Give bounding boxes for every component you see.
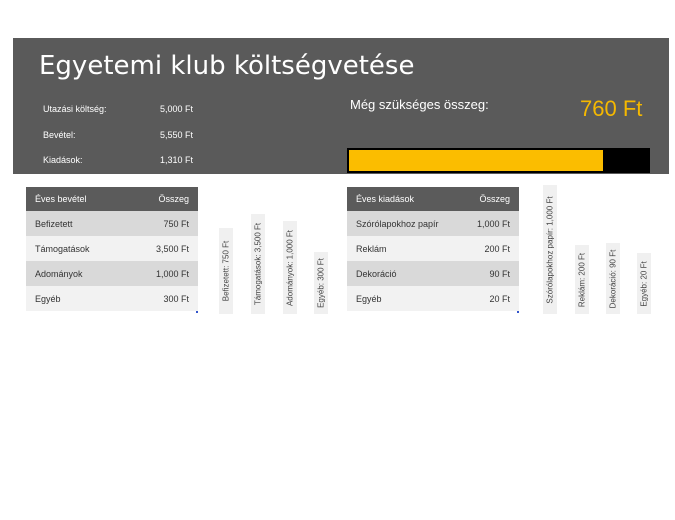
income-label-donations: Adományok: 1,000 Ft bbox=[283, 221, 297, 314]
expenses-value: 1,310 Ft bbox=[160, 155, 194, 165]
row-name: Szórólapokhoz papír bbox=[356, 218, 439, 229]
row-name: Reklám bbox=[356, 243, 387, 254]
income-label-paid: Befizetett: 750 Ft bbox=[219, 228, 233, 314]
table-row[interactable]: Támogatások 3,500 Ft bbox=[26, 236, 198, 261]
row-amount: 1,000 Ft bbox=[155, 268, 189, 279]
income-label-grants: Támogatások: 3,500 Ft bbox=[251, 214, 265, 314]
table-resize-handle[interactable] bbox=[517, 311, 519, 313]
expense-label-advertising: Reklám: 200 Ft bbox=[575, 245, 589, 314]
row-amount: 20 Ft bbox=[489, 293, 510, 304]
row-amount: 300 Ft bbox=[163, 293, 189, 304]
income-value: 5,550 Ft bbox=[160, 130, 194, 140]
expense-table-header: Éves kiadások Összeg bbox=[347, 187, 519, 211]
row-name: Támogatások bbox=[35, 243, 90, 254]
progress-bar bbox=[347, 148, 650, 173]
income-label-other: Egyéb: 300 Ft bbox=[314, 252, 328, 314]
row-name: Egyéb bbox=[356, 293, 382, 304]
progress-bar-fill bbox=[349, 150, 603, 171]
table-row[interactable]: Reklám 200 Ft bbox=[347, 236, 519, 261]
expense-table: Éves kiadások Összeg Szórólapokhoz papír… bbox=[347, 187, 519, 311]
page-title: Egyetemi klub költségvetése bbox=[39, 51, 415, 81]
row-name: Dekoráció bbox=[356, 268, 397, 279]
table-row[interactable]: Adományok 1,000 Ft bbox=[26, 261, 198, 286]
table-row[interactable]: Szórólapokhoz papír 1,000 Ft bbox=[347, 211, 519, 236]
row-amount: 200 Ft bbox=[484, 243, 510, 254]
needed-amount-value: 760 Ft bbox=[580, 96, 643, 121]
table-resize-handle[interactable] bbox=[196, 311, 198, 313]
row-name: Egyéb bbox=[35, 293, 61, 304]
expenses-label: Kiadások: bbox=[43, 155, 83, 165]
table-row[interactable]: Egyéb 300 Ft bbox=[26, 286, 198, 311]
row-name: Adományok bbox=[35, 268, 83, 279]
row-amount: 90 Ft bbox=[489, 268, 510, 279]
travel-cost-value: 5,000 Ft bbox=[160, 104, 194, 114]
expense-label-decoration: Dekoráció: 90 Ft bbox=[606, 243, 620, 314]
row-name: Befizetett bbox=[35, 218, 73, 229]
expense-label-other: Egyéb: 20 Ft bbox=[637, 253, 651, 314]
income-table: Éves bevétel Összeg Befizetett 750 Ft Tá… bbox=[26, 187, 198, 311]
income-table-header: Éves bevétel Összeg bbox=[26, 187, 198, 211]
table-row[interactable]: Egyéb 20 Ft bbox=[347, 286, 519, 311]
income-header-amount: Összeg bbox=[158, 194, 189, 204]
table-row[interactable]: Befizetett 750 Ft bbox=[26, 211, 198, 236]
row-amount: 3,500 Ft bbox=[155, 243, 189, 254]
row-amount: 1,000 Ft bbox=[476, 218, 510, 229]
expense-label-flyer-paper: Szórólapokhoz papír: 1,000 Ft bbox=[543, 185, 557, 314]
header-banner: Egyetemi klub költségvetése Utazási költ… bbox=[13, 38, 669, 174]
income-header-name: Éves bevétel bbox=[35, 194, 87, 204]
travel-cost-label: Utazási költség: bbox=[43, 104, 107, 114]
income-label: Bevétel: bbox=[43, 130, 76, 140]
table-row[interactable]: Dekoráció 90 Ft bbox=[347, 261, 519, 286]
expense-header-name: Éves kiadások bbox=[356, 194, 415, 204]
expense-header-amount: Összeg bbox=[479, 194, 510, 204]
row-amount: 750 Ft bbox=[163, 218, 189, 229]
needed-amount-label: Még szükséges összeg: bbox=[350, 97, 489, 112]
